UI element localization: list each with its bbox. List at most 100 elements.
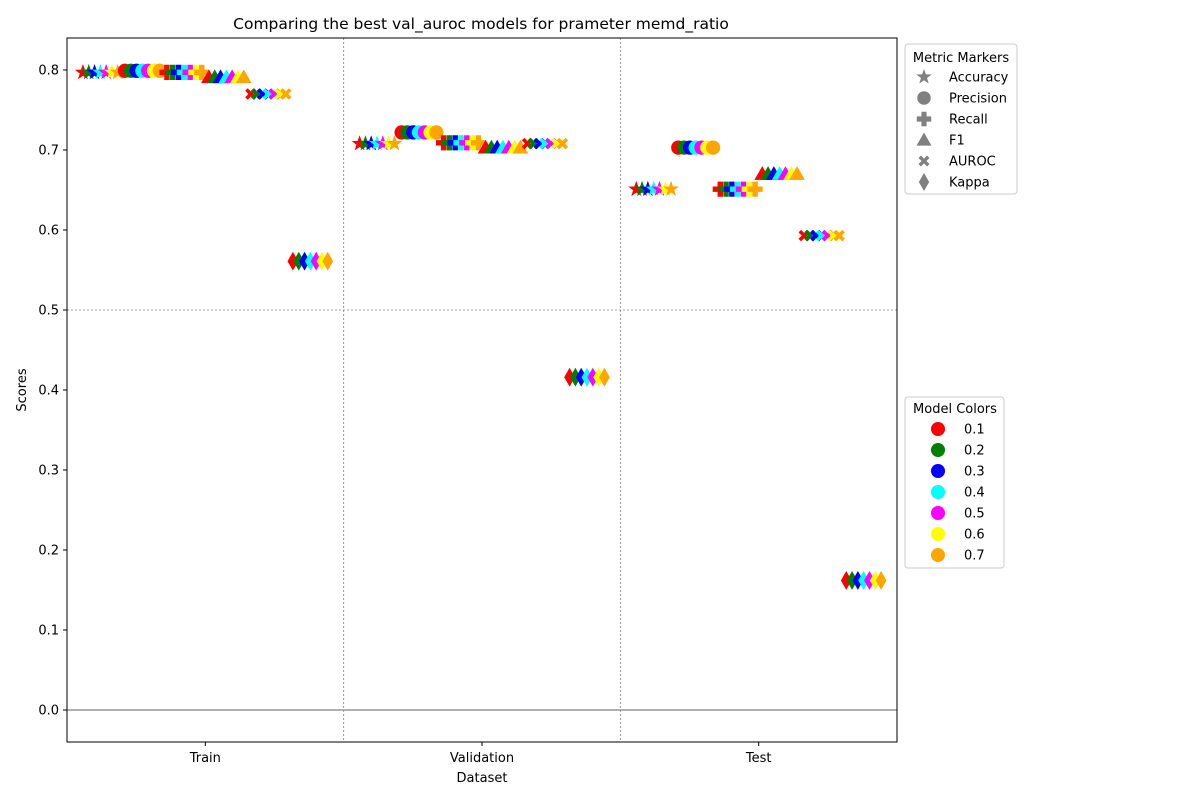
x-axis-label: Dataset bbox=[457, 771, 508, 786]
x-tick-label: Test bbox=[745, 751, 772, 766]
legend-model-color-icon bbox=[931, 422, 945, 436]
data-point-diamond bbox=[287, 251, 299, 271]
data-point-diamond bbox=[869, 570, 881, 590]
legend-plus-icon bbox=[916, 111, 932, 127]
chart-title: Comparing the best val_auroc models for … bbox=[233, 15, 729, 34]
legend-model-color-icon bbox=[931, 527, 945, 541]
y-tick-label: 0.3 bbox=[38, 464, 59, 479]
data-point-diamond bbox=[852, 570, 864, 590]
legend-triangle-icon bbox=[916, 132, 932, 146]
data-point-diamond bbox=[599, 367, 610, 387]
data-point-x bbox=[279, 88, 292, 100]
plot-area: 0.0 0.1 0.2 0.3 0.4 0.5 0.6 0.7 0.8 Train Validati… bbox=[38, 38, 897, 766]
data-point-diamond bbox=[846, 570, 858, 590]
data-point-diamond bbox=[310, 251, 322, 271]
data-point-diamond bbox=[299, 251, 310, 271]
data-point-star bbox=[628, 180, 645, 196]
data-point-star bbox=[639, 180, 656, 196]
data-point-star bbox=[109, 64, 126, 80]
data-point-diamond bbox=[564, 367, 575, 387]
metric-legend-label: AUROC bbox=[949, 155, 996, 170]
legend-model-color-icon bbox=[931, 548, 945, 562]
x-tick-label: Validation bbox=[450, 751, 514, 766]
legend-circle-icon bbox=[917, 91, 931, 105]
model-legend-label: 0.1 bbox=[964, 423, 985, 438]
legend-x-icon bbox=[918, 155, 930, 167]
model-legend-box bbox=[904, 396, 1005, 569]
y-tick-label: 0.1 bbox=[38, 624, 59, 639]
data-point-triangle bbox=[789, 166, 805, 180]
data-point-diamond bbox=[593, 367, 604, 387]
legend-model-color-icon bbox=[931, 443, 945, 457]
y-tick-label: 0.8 bbox=[38, 64, 59, 79]
metric-legend: Metric Markers Accuracy Precision Recall F1… bbox=[904, 43, 1018, 195]
data-point-star bbox=[86, 64, 103, 80]
y-tick-label: 0.7 bbox=[38, 144, 59, 159]
y-tick-label: 0.2 bbox=[38, 544, 59, 559]
data-point-x bbox=[833, 229, 845, 242]
data-point-diamond bbox=[864, 570, 875, 590]
metric-legend-label: Precision bbox=[949, 92, 1007, 107]
data-point-diamond bbox=[316, 251, 328, 271]
data-point-diamond bbox=[304, 251, 316, 271]
y-tick-label: 0.4 bbox=[38, 384, 59, 399]
data-point-star bbox=[74, 64, 91, 80]
data-point-triangle bbox=[235, 69, 252, 84]
metric-legend-label: Recall bbox=[949, 113, 988, 128]
data-point-diamond bbox=[322, 251, 334, 271]
metric-legend-label: Kappa bbox=[949, 176, 990, 191]
model-legend-label: 0.2 bbox=[964, 444, 985, 459]
data-point-star bbox=[103, 64, 120, 80]
plot-frame bbox=[66, 37, 898, 743]
model-legend-items: 0.1 0.2 0.3 0.4 0.5 0.6 0.7 bbox=[931, 422, 985, 564]
y-axis-label: Scores bbox=[15, 368, 30, 411]
model-legend-title: Model Colors bbox=[913, 402, 997, 417]
data-point-star bbox=[634, 180, 651, 196]
model-legend-label: 0.5 bbox=[964, 507, 985, 522]
data-point-star bbox=[380, 135, 397, 151]
data-point-circle bbox=[705, 140, 721, 155]
metric-legend-items: Accuracy Precision Recall F1 AUROC Kappa bbox=[916, 69, 1009, 191]
model-legend-label: 0.3 bbox=[964, 465, 985, 480]
model-legend: Model Colors 0.1 0.2 0.3 0.4 0.5 0.6 0.7 bbox=[904, 396, 1005, 569]
data-point-diamond bbox=[293, 251, 305, 271]
data-point-plus bbox=[747, 181, 763, 197]
data-point-plus bbox=[194, 64, 210, 80]
x-tick-label: Train bbox=[189, 751, 221, 766]
data-point-diamond bbox=[875, 570, 887, 590]
data-point-star bbox=[98, 64, 115, 80]
data-point-star bbox=[657, 180, 674, 196]
data-point-diamond bbox=[587, 367, 599, 387]
data-point-diamond bbox=[570, 367, 581, 387]
data-point-star bbox=[357, 135, 374, 151]
data-point-star bbox=[663, 180, 680, 196]
data-point-diamond bbox=[858, 570, 870, 590]
data-point-circle bbox=[429, 125, 444, 140]
data-point-star bbox=[645, 180, 662, 196]
data-point-star bbox=[351, 135, 368, 151]
data-point-star bbox=[651, 180, 668, 196]
metric-legend-box bbox=[904, 43, 1018, 195]
y-tick-label: 0.5 bbox=[38, 304, 59, 319]
model-legend-label: 0.6 bbox=[964, 528, 985, 543]
data-point-plus bbox=[470, 135, 486, 151]
data-point-diamond bbox=[581, 367, 593, 387]
legend-model-color-icon bbox=[931, 485, 945, 499]
metric-legend-title: Metric Markers bbox=[913, 51, 1009, 66]
data-point-diamond bbox=[840, 570, 852, 590]
legend-diamond-icon bbox=[918, 173, 930, 191]
data-point-diamond bbox=[575, 367, 587, 387]
data-point-x bbox=[556, 137, 569, 150]
data-point-triangle bbox=[512, 139, 529, 154]
model-legend-label: 0.7 bbox=[964, 549, 985, 564]
data-point-star bbox=[386, 135, 403, 151]
data-point-star bbox=[92, 64, 109, 80]
data-point-star bbox=[374, 135, 391, 151]
metric-legend-label: F1 bbox=[949, 134, 965, 149]
legend-star-icon bbox=[916, 69, 932, 84]
y-tick-label: 0.0 bbox=[38, 704, 59, 719]
legend-model-color-icon bbox=[931, 506, 945, 520]
data-point-star bbox=[363, 135, 380, 151]
